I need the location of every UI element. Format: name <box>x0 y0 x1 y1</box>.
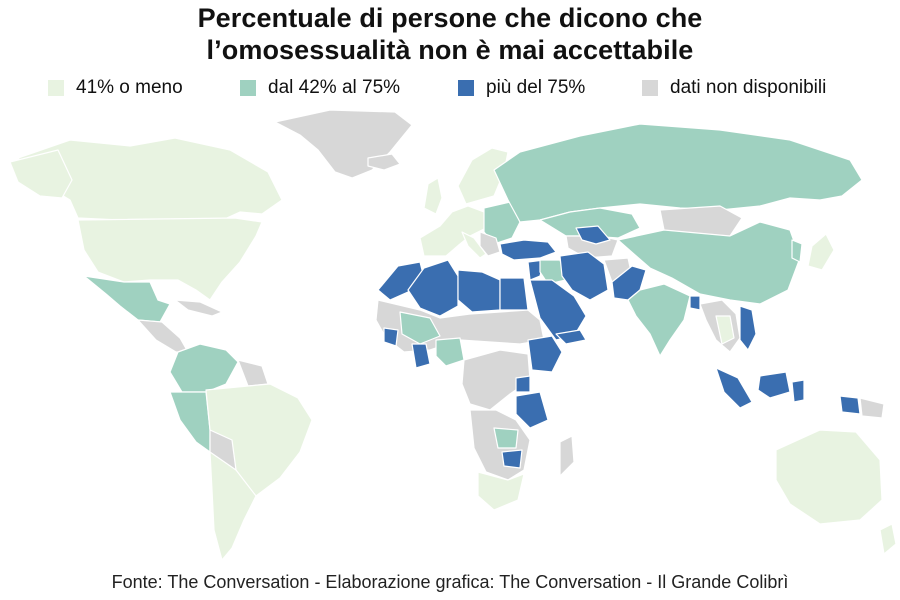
legend-label-na: dati non disponibili <box>670 77 827 98</box>
region-philippines <box>739 305 757 351</box>
title-line-1: Percentuale di persone che dicono che <box>197 3 703 33</box>
region-north-andes <box>169 343 239 393</box>
legend-swatch-na <box>642 80 658 96</box>
region-iceland <box>367 153 401 171</box>
source-credit: Fonte: The Conversation - Elaborazione g… <box>111 572 789 592</box>
region-nigeria <box>435 337 465 367</box>
region-zambia <box>493 427 519 449</box>
region-southern-cone <box>209 451 257 561</box>
region-indonesia-borneo <box>757 371 791 399</box>
region-central-africa <box>461 349 531 411</box>
region-indonesia-west <box>715 367 753 409</box>
region-caribbean <box>174 299 223 317</box>
legend-swatch-mid <box>240 80 256 96</box>
world-map <box>9 109 897 561</box>
region-india <box>627 283 691 357</box>
region-bangladesh <box>689 295 701 311</box>
legend-item-low: 41% o meno <box>48 77 183 99</box>
region-italy <box>461 231 487 259</box>
region-mali <box>399 311 441 345</box>
region-ethiopia <box>527 335 563 373</box>
region-ghana <box>411 343 431 369</box>
region-turkey <box>499 239 557 261</box>
region-madagascar <box>559 435 575 477</box>
region-thailand <box>715 315 735 345</box>
region-japan <box>807 233 835 271</box>
region-indonesia-sulawesi <box>791 379 805 403</box>
region-png <box>859 397 885 419</box>
region-uganda <box>515 375 531 393</box>
region-usa <box>77 217 263 301</box>
region-yemen <box>555 329 587 345</box>
region-indonesia-papua <box>839 395 861 415</box>
legend-item-high: più del 75% <box>458 77 585 99</box>
legend-label-low: 41% o meno <box>76 77 183 98</box>
region-australia <box>775 429 883 525</box>
legend-label-high: più del 75% <box>486 77 586 98</box>
region-mozambique <box>501 449 523 469</box>
region-saudi-arabia <box>529 279 587 341</box>
region-russia <box>493 123 863 223</box>
region-balkans <box>479 231 501 257</box>
legend-swatch-high <box>458 80 474 96</box>
region-alaska <box>9 149 73 199</box>
region-senegal <box>383 327 399 347</box>
region-egypt <box>499 277 529 311</box>
region-korea <box>791 239 803 263</box>
title-line-2: l’omosessualità non è mai accettabile <box>206 35 694 65</box>
legend-item-mid: dal 42% al 75% <box>240 77 400 99</box>
region-caucasus <box>575 225 611 245</box>
region-canada <box>17 137 283 223</box>
legend: 41% o meno dal 42% al 75% più del 75% da… <box>0 77 900 103</box>
legend-swatch-low <box>48 80 64 96</box>
region-guianas <box>237 359 269 387</box>
region-south-africa <box>477 471 525 511</box>
map-title: Percentuale di persone che dicono che l’… <box>0 2 900 66</box>
region-uk <box>423 177 443 215</box>
region-iraq <box>539 259 567 285</box>
region-iran <box>559 251 609 301</box>
legend-label-mid: dal 42% al 75% <box>268 77 401 98</box>
region-peru <box>169 391 211 453</box>
region-tanzania <box>515 391 549 429</box>
region-mexico <box>83 275 171 323</box>
region-central-america <box>137 319 189 353</box>
region-libya <box>457 269 501 313</box>
legend-item-na: dati non disponibili <box>642 77 826 99</box>
region-china <box>617 221 801 305</box>
region-new-zealand <box>879 523 897 555</box>
